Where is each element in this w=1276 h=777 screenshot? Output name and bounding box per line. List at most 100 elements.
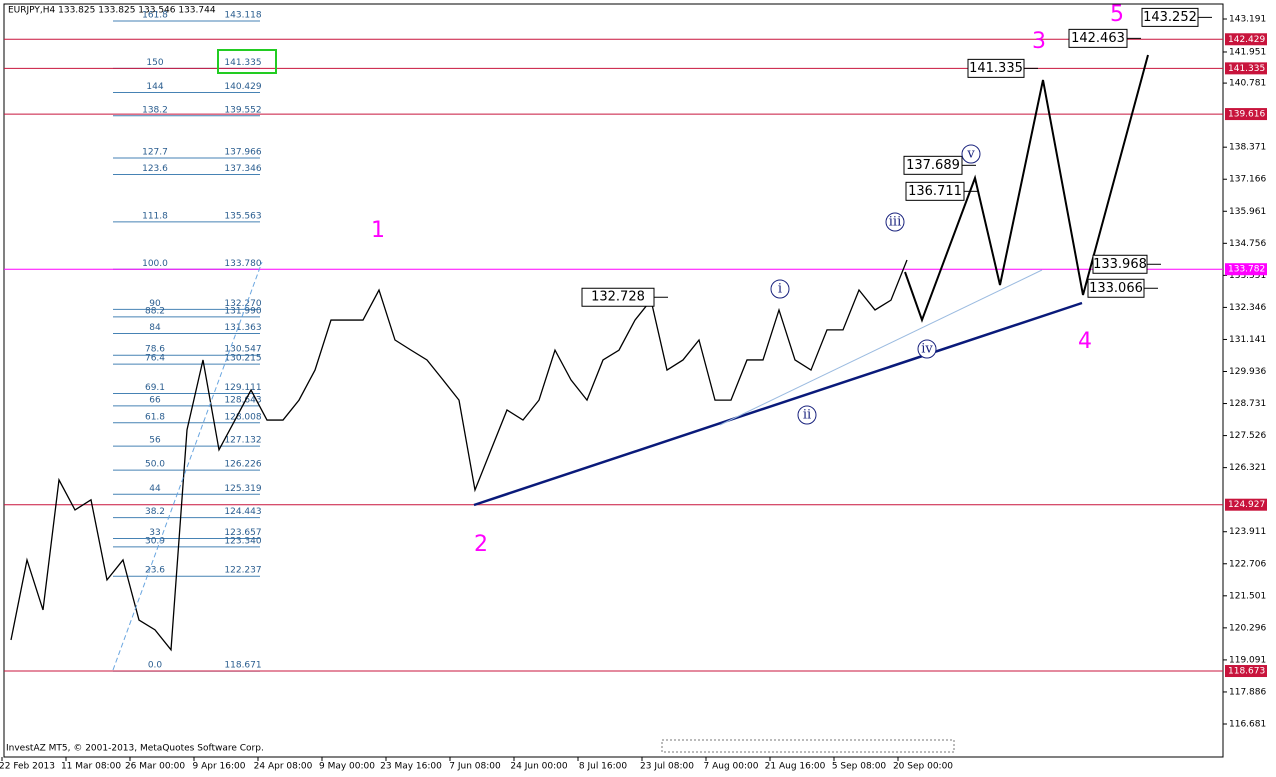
fib-price: 122.237 xyxy=(224,566,261,576)
fib-price: 130.547 xyxy=(224,345,261,355)
fib-ratio: 33 xyxy=(149,528,160,538)
fib-price: 140.429 xyxy=(224,82,261,92)
fib-ratio: 56 xyxy=(149,436,161,446)
x-tick-label: 23 May 16:00 xyxy=(380,762,442,772)
fib-price: 128.008 xyxy=(224,412,261,422)
channel-line xyxy=(719,269,1043,426)
fib-ratio: 127.7 xyxy=(142,147,168,157)
fib-ratio: 88.2 xyxy=(145,306,165,316)
fib-price: 130.215 xyxy=(224,354,261,364)
level-label: 124.927 xyxy=(1228,500,1265,510)
y-tick-label: 143.191 xyxy=(1229,14,1266,24)
level-label: 139.616 xyxy=(1228,110,1265,120)
y-tick-label: 128.731 xyxy=(1229,399,1266,409)
x-tick-label: 22 Feb 2013 xyxy=(0,762,55,772)
fib-ratio: 69.1 xyxy=(145,383,165,393)
y-tick-label: 131.141 xyxy=(1229,335,1266,345)
fib-price: 131.990 xyxy=(224,306,261,316)
fib-ratio: 100.0 xyxy=(142,259,168,269)
y-tick-label: 127.526 xyxy=(1229,431,1266,441)
fib-trend xyxy=(112,261,263,671)
fib-ratio: 44 xyxy=(149,484,161,494)
fib-price: 141.335 xyxy=(224,58,261,68)
y-tick-label: 120.296 xyxy=(1229,623,1266,633)
fib-price: 123.340 xyxy=(224,536,261,546)
subwave-label: iv xyxy=(921,342,933,357)
copyright: InvestAZ MT5, © 2001-2013, MetaQuotes So… xyxy=(6,744,264,754)
projection xyxy=(112,49,1149,753)
fib-price: 131.363 xyxy=(224,323,261,333)
trendline xyxy=(473,301,1083,507)
y-tick-label: 126.321 xyxy=(1229,463,1266,473)
fib-ratio: 38.2 xyxy=(145,507,165,517)
fib-price: 133.780 xyxy=(224,259,261,269)
period-separators xyxy=(661,739,955,753)
y-tick-label: 129.936 xyxy=(1229,367,1266,377)
price-callout: 142.463 xyxy=(1071,31,1125,46)
fib-ratio: 90 xyxy=(149,299,161,309)
fib-ratio: 138.2 xyxy=(142,105,168,115)
x-tick-label: 11 Mar 08:00 xyxy=(61,762,121,772)
wave-label: 3 xyxy=(1032,29,1046,54)
x-tick-label: 7 Jun 08:00 xyxy=(449,762,501,772)
wave-label: 1 xyxy=(371,218,385,243)
subwave-label: iii xyxy=(889,215,901,230)
subwave-label: ii xyxy=(803,408,811,423)
x-tick-label: 8 Jul 16:00 xyxy=(579,762,628,772)
level-tag xyxy=(1225,665,1267,678)
fib-ratio: 161.8 xyxy=(142,10,168,20)
y-tick-label: 123.911 xyxy=(1229,527,1266,537)
wave-label: 4 xyxy=(1078,329,1092,354)
y-tick-label: 117.886 xyxy=(1229,687,1266,697)
x-tick-label: 20 Sep 00:00 xyxy=(893,762,953,772)
subwave-circle xyxy=(770,279,790,299)
y-tick-label: 133.551 xyxy=(1229,271,1266,281)
level-tag xyxy=(1225,498,1267,511)
fib-ratio: 123.6 xyxy=(142,164,168,174)
y-tick-label: 119.091 xyxy=(1229,655,1266,665)
header-info: EURJPY,H4 133.825 133.825 133.546 133.74… xyxy=(8,6,216,16)
subwave-circle xyxy=(797,405,817,425)
fib-price: 143.118 xyxy=(224,10,261,20)
x-tick-label: 9 May 00:00 xyxy=(319,762,375,772)
price-line xyxy=(10,259,908,652)
x-tick-label: 21 Aug 16:00 xyxy=(765,762,826,772)
y-tick-label: 141.951 xyxy=(1229,47,1266,57)
fib-ratio: 30.9 xyxy=(145,536,165,546)
fib-price: 137.966 xyxy=(224,147,261,157)
highlight-box xyxy=(217,49,277,74)
fib-ratio: 111.8 xyxy=(142,211,168,221)
wave-projection xyxy=(904,54,1149,323)
level-label: 133.782 xyxy=(1228,265,1265,275)
level-tag xyxy=(1225,62,1267,75)
subwave-label: i xyxy=(778,282,782,297)
x-tick-label: 24 Jun 00:00 xyxy=(510,762,567,772)
y-tick-label: 122.706 xyxy=(1229,559,1266,569)
fib-price: 135.563 xyxy=(224,211,261,221)
fib-ratio: 23.6 xyxy=(145,566,165,576)
fib-ratio: 78.6 xyxy=(145,345,165,355)
x-tick-label: 9 Apr 16:00 xyxy=(193,762,246,772)
plot-frame xyxy=(3,3,1224,758)
price-callout: 133.968 xyxy=(1093,257,1147,272)
level-tag xyxy=(1225,263,1267,276)
price-callout: 141.335 xyxy=(969,61,1023,76)
fib-price: 128.643 xyxy=(224,395,261,405)
level-tag xyxy=(1225,33,1267,46)
fib-price: 124.443 xyxy=(224,507,261,517)
level-label: 118.673 xyxy=(1228,667,1265,677)
fib-ratio: 84 xyxy=(149,323,161,333)
y-tick-label: 135.961 xyxy=(1229,207,1266,217)
fib-price: 129.111 xyxy=(224,383,261,393)
price-callout: 143.252 xyxy=(1143,10,1197,25)
fib-price: 118.671 xyxy=(224,661,261,671)
x-tick-label: 23 Jul 08:00 xyxy=(640,762,694,772)
fib-price: 125.319 xyxy=(224,484,261,494)
y-tick-label: 140.781 xyxy=(1229,79,1266,89)
subwave-circle xyxy=(917,339,937,359)
level-label: 142.429 xyxy=(1228,35,1265,45)
y-tick-label: 116.681 xyxy=(1229,719,1266,729)
fib-ratio: 50.0 xyxy=(145,460,165,470)
fib-price: 126.226 xyxy=(224,460,261,470)
